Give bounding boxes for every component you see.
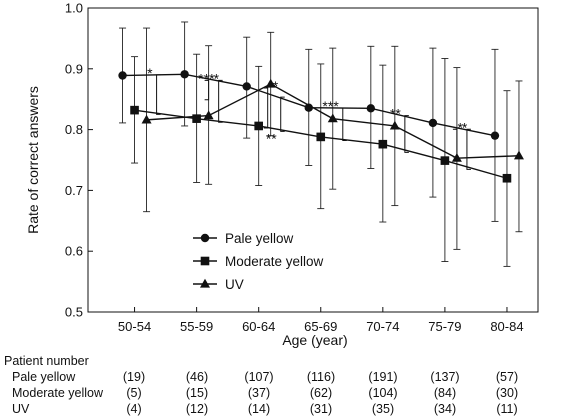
significance-label: * [214, 70, 220, 86]
y-tick-label: 0.7 [65, 183, 83, 198]
table-cell: (84) [433, 386, 457, 400]
legend-marker [200, 256, 210, 266]
y-tick-label: 1.0 [65, 1, 83, 16]
significance-label: * [147, 65, 153, 81]
table-cell: (12) [185, 402, 209, 416]
data-point [389, 120, 400, 130]
significance-label: * [273, 78, 279, 94]
legend-label: UV [225, 277, 244, 292]
line-chart: 0.5 0.6 0.7 0.8 0.9 1.0 50-54 55-59 60-64 65-69 70… [25, 1, 539, 348]
table-cell: (19) [122, 370, 146, 384]
data-point [316, 132, 326, 142]
table-cell: (62) [309, 386, 333, 400]
data-point [141, 114, 152, 124]
data-point [304, 103, 313, 112]
x-tick-label: 70-74 [366, 319, 399, 334]
significance-bracket [156, 74, 161, 115]
significance-label: ** [266, 130, 277, 146]
significance-bracket [404, 115, 409, 153]
legend-marker [200, 233, 210, 243]
y-tick-label: 0.6 [65, 244, 83, 259]
data-point [118, 71, 127, 80]
series-lines [118, 70, 524, 183]
data-point [130, 105, 139, 115]
table-cell: (5) [126, 386, 142, 400]
significance-bracket [204, 79, 210, 101]
data-point [502, 173, 512, 183]
error-bars [119, 21, 523, 267]
significance-label: ** [390, 106, 401, 122]
significance-label: *** [322, 98, 339, 114]
table-row: Pale yellow (19) (46) (107) (116) (191) … [0, 370, 563, 386]
y-tick-label: 0.8 [65, 122, 83, 137]
data-point [490, 131, 500, 140]
data-point [192, 114, 201, 123]
data-point [366, 104, 376, 113]
x-tick-label: 75-79 [428, 319, 461, 334]
table-cell: (31) [309, 402, 333, 416]
legend: Pale yellow Moderate yellow UV [193, 231, 324, 292]
axes: 0.5 0.6 0.7 0.8 0.9 1.0 50-54 55-59 60-64 65-69 70… [65, 1, 539, 334]
x-tick-label: 65-69 [304, 319, 337, 334]
table-cell: (137) [430, 370, 460, 384]
x-tick-label: 55-59 [180, 319, 213, 334]
legend-label: Pale yellow [225, 231, 294, 246]
x-axis-label: Age (year) [282, 332, 347, 348]
table-cell: (37) [247, 386, 271, 400]
significance-bracket [218, 79, 223, 123]
legend-label: Moderate yellow [225, 254, 324, 269]
data-point [378, 139, 388, 149]
table-title: Patient number [4, 354, 89, 368]
data-point [265, 78, 276, 88]
x-tick-label: 50-54 [118, 319, 151, 334]
y-axis-label: Rate of correct answers [25, 86, 41, 234]
row-label: Moderate yellow [12, 386, 104, 400]
data-point [440, 156, 450, 165]
patient-number-table: Patient number Pale yellow (19) (46) (10… [0, 352, 563, 416]
table-cell: (107) [244, 370, 274, 384]
y-tick-label: 0.5 [65, 305, 83, 320]
significance-label: * [457, 119, 463, 135]
table-cell: (15) [185, 386, 209, 400]
data-point [327, 113, 338, 123]
legend-marker [200, 278, 210, 288]
table-cell: (30) [495, 386, 519, 400]
data-point [254, 121, 263, 131]
x-tick-label: 60-64 [242, 319, 275, 334]
table-cell: (57) [495, 370, 519, 384]
significance-label: * [462, 119, 468, 135]
x-tick-label: 80-84 [490, 319, 523, 334]
table-cell: (34) [433, 402, 457, 416]
significance-annotations: * **** ****** **** [147, 65, 471, 170]
row-label: Pale yellow [12, 370, 76, 384]
table-row: UV (4) (12) (14) (31) (35) (34) (11) [0, 402, 563, 418]
table-cell: (4) [126, 402, 142, 416]
table-cell: (104) [368, 386, 398, 400]
significance-bracket [452, 128, 458, 158]
significance-bracket [263, 87, 269, 129]
row-label: UV [12, 402, 30, 416]
table-cell: (116) [306, 370, 336, 384]
plot-frame [87, 7, 539, 313]
table-row: Moderate yellow (5) (15) (37) (62) (104)… [0, 386, 563, 402]
y-tick-label: 0.9 [65, 61, 83, 76]
table-cell: (14) [247, 402, 271, 416]
significance-bracket [342, 107, 347, 142]
data-point [513, 150, 524, 160]
data-point [180, 70, 189, 79]
data-point [428, 118, 438, 128]
table-cell: (11) [496, 402, 518, 416]
table-cell: (46) [185, 370, 209, 384]
significance-bracket [280, 96, 285, 132]
significance-bracket [466, 128, 471, 170]
significance-label: *** [198, 70, 215, 86]
table-cell: (191) [368, 370, 398, 384]
data-point [203, 110, 214, 120]
table-cell: (35) [371, 402, 395, 416]
data-point [242, 82, 251, 91]
